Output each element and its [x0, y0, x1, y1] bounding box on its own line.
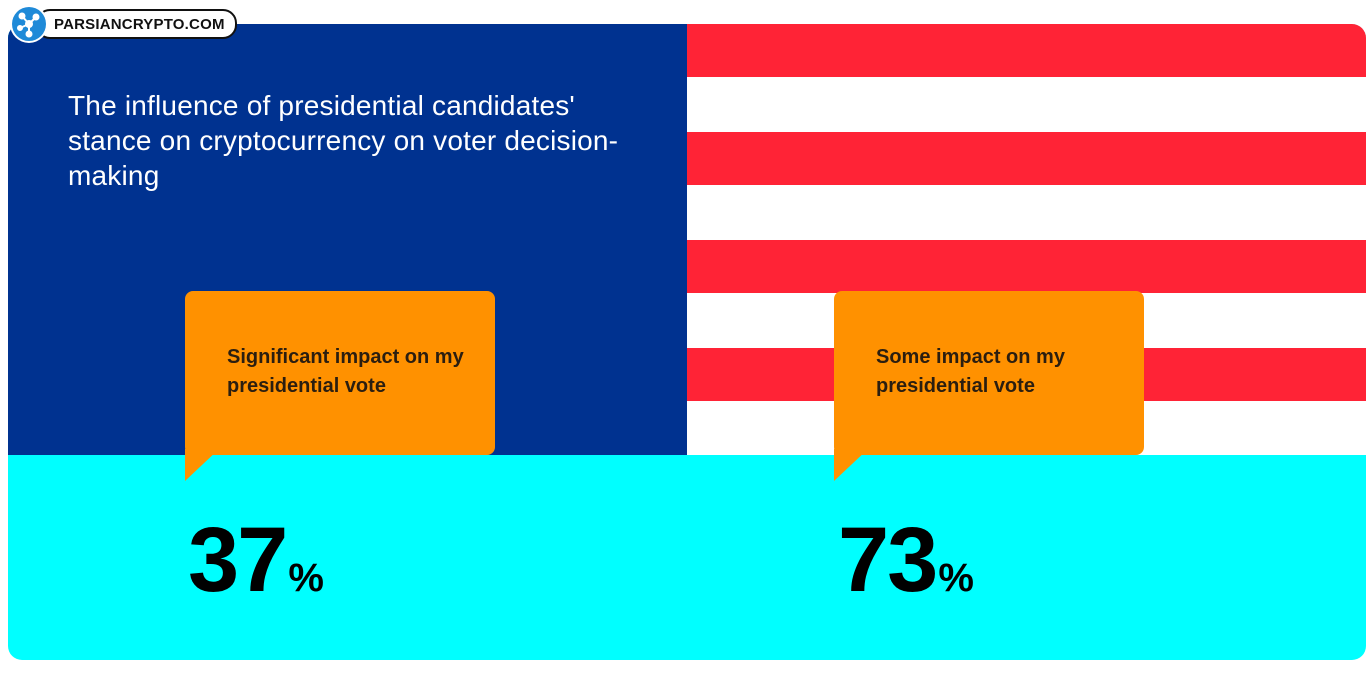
speech-bubble-some: Some impact on my presidential vote [834, 291, 1144, 481]
stat-label-some: Some impact on my presidential vote [876, 346, 1065, 397]
stat-unit-significant: % [288, 556, 324, 600]
stat-significant: 37% [188, 514, 324, 606]
red-stripe [687, 24, 1366, 77]
bubble-tail [834, 449, 868, 481]
speech-bubble-significant: Significant impact on my presidential vo… [185, 291, 495, 481]
stat-value-significant: 37 [188, 509, 288, 611]
stat-value-some: 73 [838, 509, 938, 611]
stat-unit-some: % [938, 556, 974, 600]
infographic-title: The influence of presidential candidates… [68, 90, 619, 191]
red-stripe [687, 132, 1366, 185]
red-stripe [687, 240, 1366, 293]
brand-logo: PARSIANCRYPTO.COM [12, 7, 237, 41]
flag-stripes [687, 24, 1366, 455]
network-nodes-icon [12, 7, 46, 41]
bubble-tail [185, 449, 219, 481]
brand-name: PARSIANCRYPTO.COM [36, 9, 237, 39]
infographic-card: The influence of presidential candidates… [8, 24, 1366, 660]
stat-some: 73% [838, 514, 974, 606]
stat-label-significant: Significant impact on my presidential vo… [227, 346, 464, 397]
